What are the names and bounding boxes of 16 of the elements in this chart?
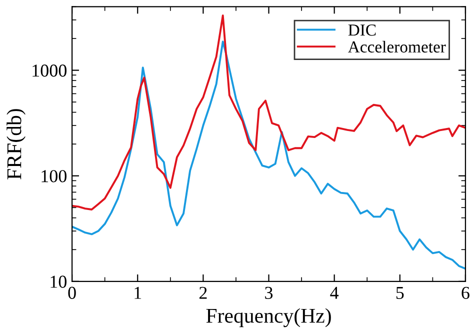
legend-label: Accelerometer — [348, 40, 446, 53]
x-tick-label: 5 — [396, 286, 404, 299]
y-tick-label: 10 — [50, 276, 66, 288]
x-tick-label: 0 — [68, 286, 76, 299]
y-tick-label: 1000 — [32, 64, 66, 77]
x-tick-label: 2 — [199, 286, 207, 299]
x-tick-label: 1 — [134, 286, 142, 299]
x-tick-label: 4 — [330, 286, 339, 299]
legend-label: DIC — [348, 24, 376, 36]
line-series — [72, 40, 466, 270]
x-axis-title: Frequency(Hz) — [206, 308, 331, 328]
y-tick-label: 100 — [42, 170, 66, 182]
x-tick-label: 6 — [462, 286, 470, 299]
line-series — [72, 14, 466, 210]
y-axis-title: FRF(db) — [6, 109, 26, 180]
x-tick-label: 3 — [265, 286, 273, 299]
